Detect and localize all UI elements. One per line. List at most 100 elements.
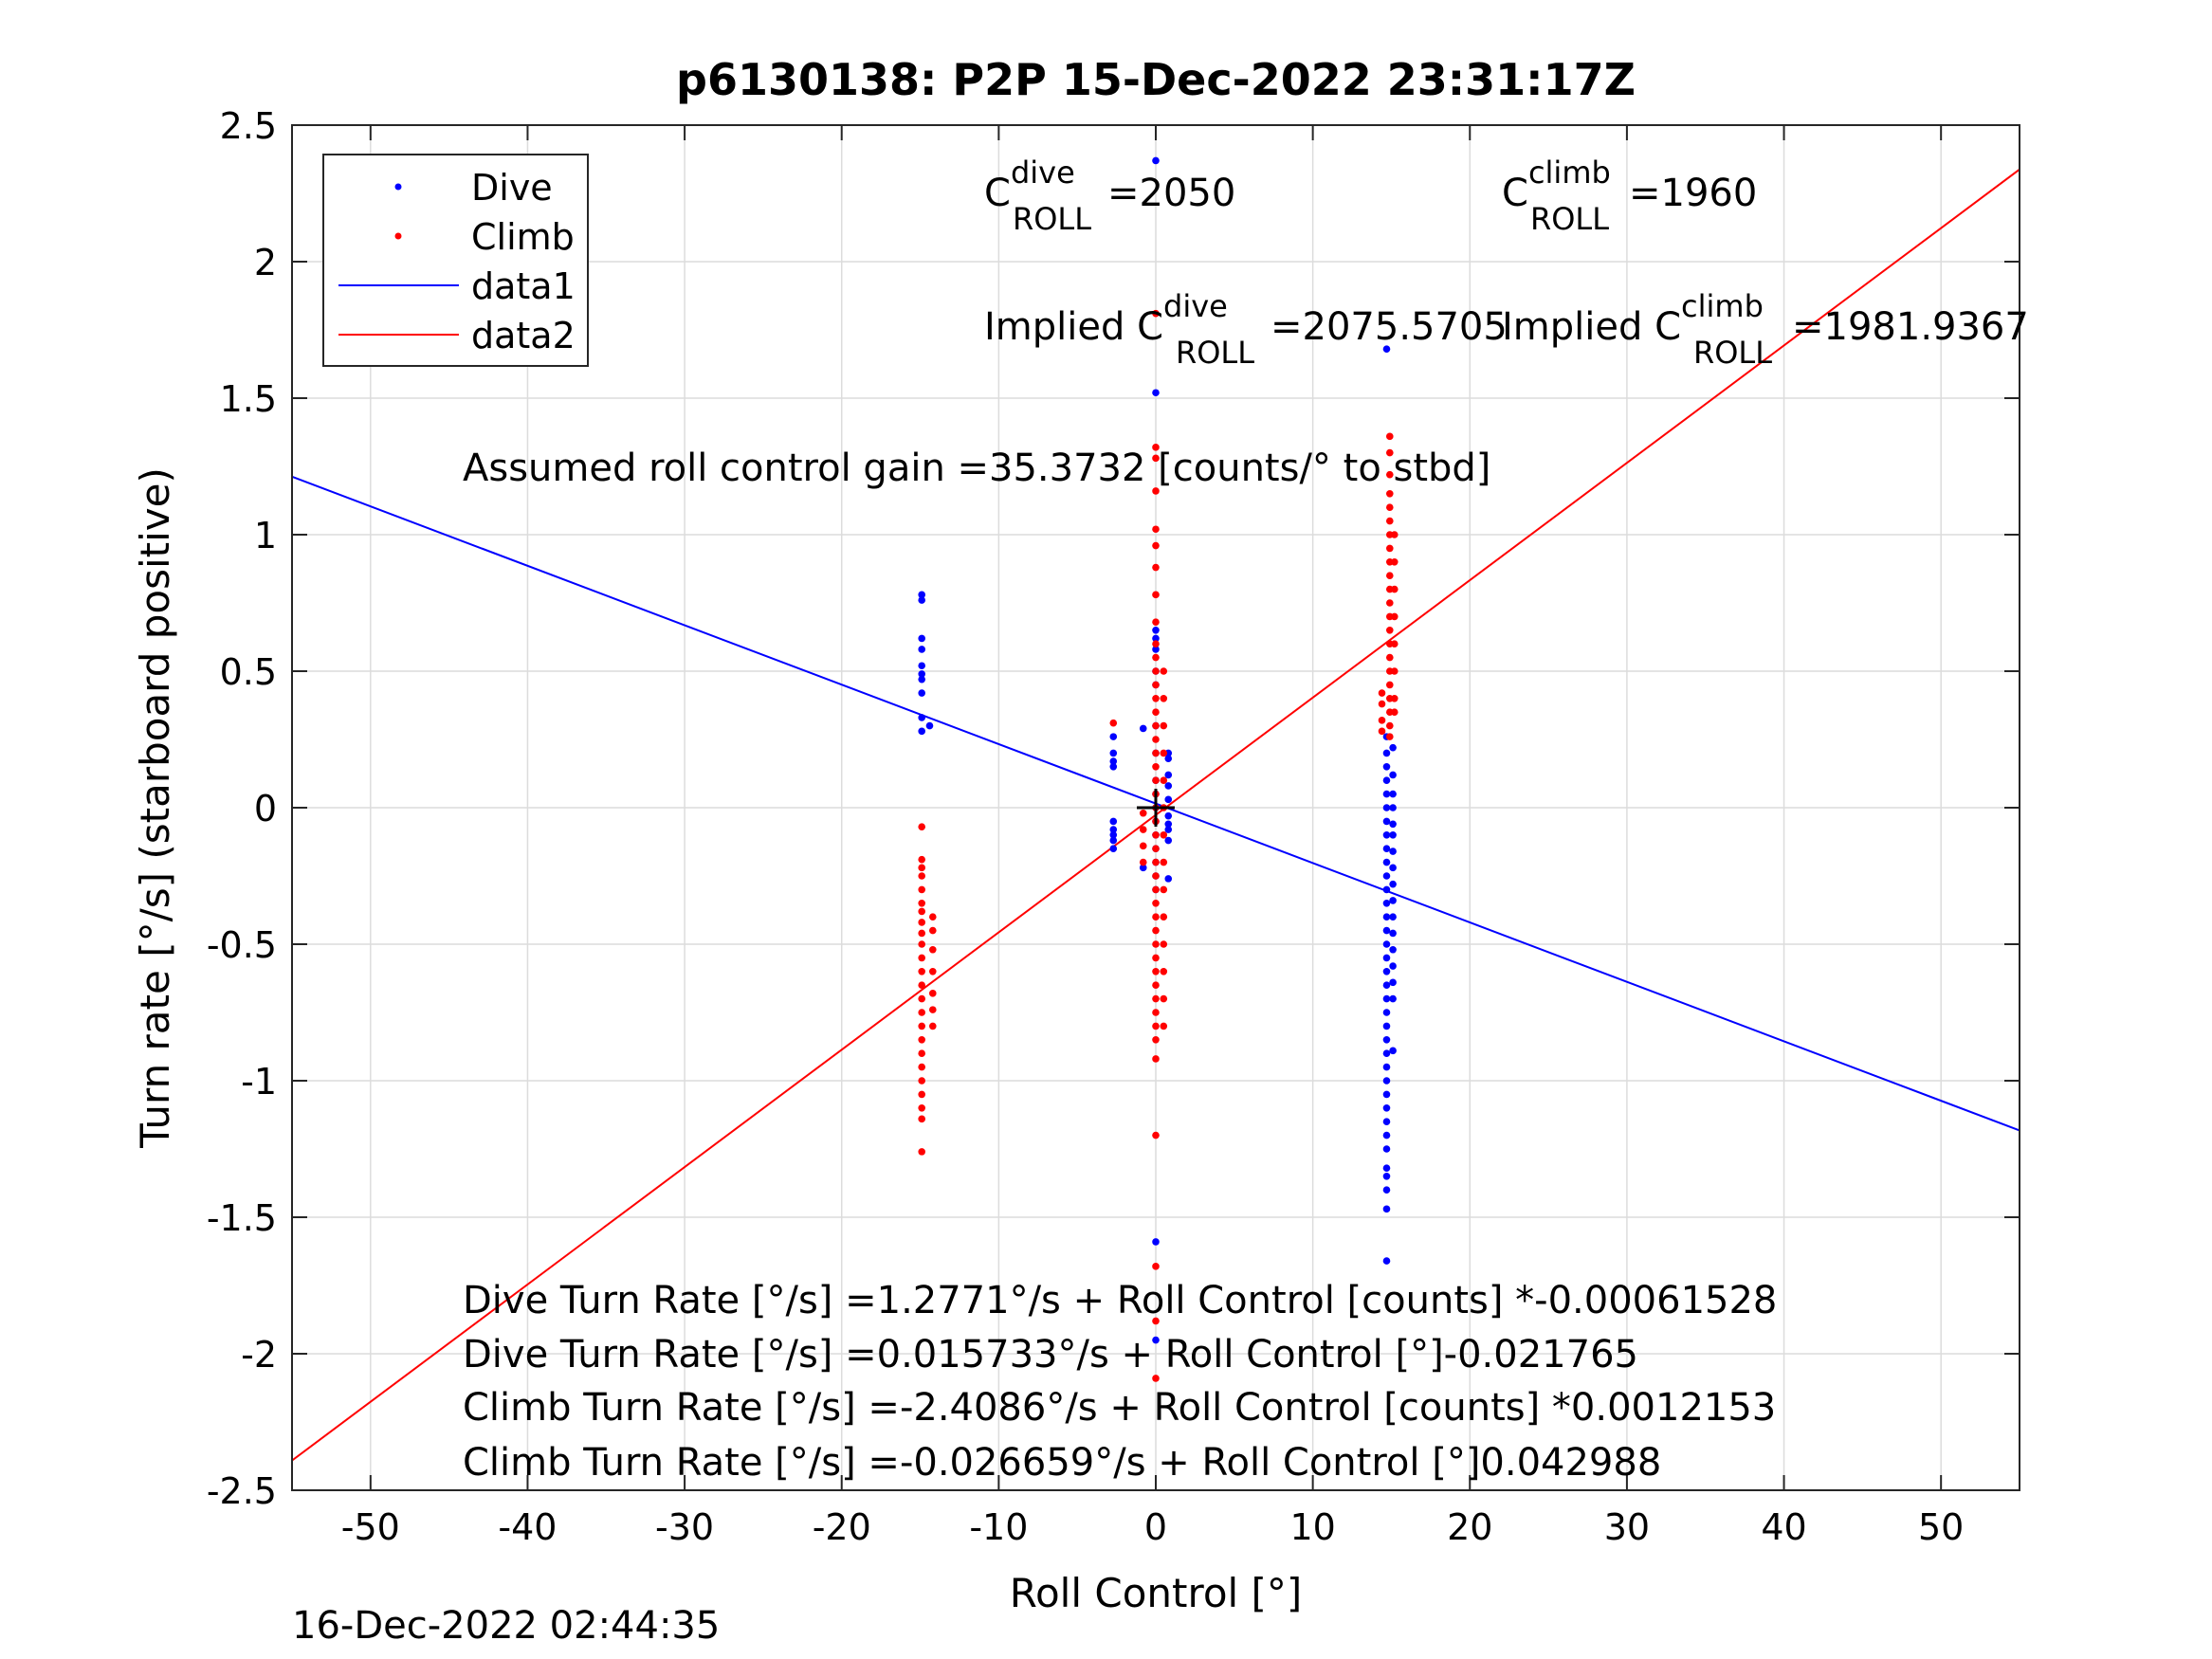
- dive-point: [1164, 826, 1173, 833]
- climb-point: [1385, 503, 1394, 511]
- climb-point: [1378, 727, 1386, 736]
- c-roll-climb-value: =1960: [1629, 172, 1757, 215]
- dive-point: [1382, 776, 1391, 784]
- dive-point: [918, 675, 926, 684]
- climb-point: [918, 900, 926, 907]
- dive-point: [1382, 1186, 1391, 1194]
- implied-dive-value: =2075.5705: [1271, 305, 1508, 349]
- climb-point: [1139, 858, 1147, 866]
- dive-point: [1152, 156, 1160, 165]
- dive-point: [1389, 945, 1397, 954]
- y-tick-label: 2: [254, 242, 277, 283]
- dive-point: [1382, 1036, 1391, 1044]
- x-tick-label: 0: [1144, 1506, 1167, 1548]
- dive-point: [1382, 858, 1391, 866]
- climb-point: [1152, 618, 1160, 626]
- climb-point: [1160, 1022, 1168, 1030]
- legend-dive-marker: [394, 183, 402, 191]
- legend-dive-label: Dive: [471, 167, 553, 209]
- dive-point: [1389, 848, 1397, 855]
- climb-point: [918, 1036, 926, 1044]
- climb-point: [1385, 733, 1394, 740]
- climb-point: [918, 1063, 926, 1071]
- equation-line-2: Dive Turn Rate [°/s] =0.015733°/s + Roll…: [463, 1333, 1638, 1376]
- dive-point: [1389, 962, 1397, 970]
- legend: Dive Climb data1 data2: [322, 154, 589, 367]
- climb-point: [918, 1022, 926, 1030]
- climb-point: [918, 1077, 926, 1085]
- climb-point: [1390, 612, 1398, 621]
- climb-point: [1385, 653, 1394, 662]
- dive-point: [1389, 913, 1397, 921]
- implied-climb-sub: ROLL: [1693, 335, 1772, 371]
- climb-point: [1152, 1055, 1160, 1063]
- x-tick-label: 30: [1604, 1506, 1650, 1548]
- climb-point: [918, 855, 926, 864]
- y-tick-label: -0.5: [207, 924, 277, 966]
- dive-point: [1152, 1336, 1160, 1344]
- climb-point: [1385, 432, 1394, 441]
- c-roll-dive-sub: ROLL: [1013, 201, 1091, 237]
- climb-point: [928, 945, 937, 954]
- dive-point: [925, 721, 934, 730]
- dive-point: [1164, 820, 1173, 829]
- climb-point: [1160, 858, 1168, 866]
- climb-point: [1390, 640, 1398, 647]
- climb-point: [1139, 842, 1147, 850]
- climb-point: [1152, 776, 1160, 784]
- climb-point: [1378, 700, 1386, 708]
- c-roll-climb-annotation: Cclimb ROLL =1960: [1502, 155, 1757, 237]
- dive-point: [1382, 1257, 1391, 1265]
- dive-point: [1389, 897, 1397, 904]
- climb-point: [918, 981, 926, 989]
- climb-point: [928, 990, 937, 997]
- climb-point: [1152, 525, 1160, 534]
- climb-point: [1160, 885, 1168, 894]
- dive-point: [1164, 795, 1173, 804]
- climb-point: [1160, 913, 1168, 921]
- legend-data1-label: data1: [471, 265, 576, 307]
- dive-point: [1382, 1164, 1391, 1172]
- y-tick-label: -1.5: [207, 1197, 277, 1239]
- climb-point: [1160, 776, 1168, 784]
- climb-point: [928, 968, 937, 975]
- implied-dive-sub: ROLL: [1176, 335, 1254, 371]
- climb-point: [1152, 1131, 1160, 1139]
- dive-point: [918, 662, 926, 670]
- dive-point: [1382, 1145, 1391, 1153]
- climb-point: [1385, 599, 1394, 607]
- dive-point: [1109, 733, 1118, 740]
- dive-point: [1382, 831, 1391, 839]
- dive-point: [1382, 1063, 1391, 1071]
- climb-point: [1378, 689, 1386, 697]
- y-tick-label: 0: [254, 788, 277, 830]
- dive-point: [1152, 389, 1160, 397]
- x-tick-label: 50: [1918, 1506, 1964, 1548]
- dive-point: [1382, 1104, 1391, 1112]
- climb-point: [1152, 444, 1160, 451]
- dive-point: [1389, 929, 1397, 938]
- c-roll-dive-value: =2050: [1107, 172, 1235, 215]
- climb-point: [1385, 544, 1394, 553]
- x-tick-label: -10: [969, 1506, 1028, 1548]
- climb-point: [918, 968, 926, 975]
- dive-point: [1382, 1022, 1391, 1030]
- dive-point: [1382, 1205, 1391, 1213]
- climb-point: [918, 872, 926, 880]
- dive-point: [1382, 1090, 1391, 1099]
- dive-point: [1109, 763, 1118, 771]
- dive-point: [1389, 790, 1397, 798]
- dive-point: [1389, 771, 1397, 779]
- legend-climb-label: Climb: [471, 216, 575, 258]
- climb-point: [1139, 809, 1147, 817]
- dive-point: [1382, 981, 1391, 989]
- dive-point: [1152, 1238, 1160, 1246]
- climb-point: [1385, 721, 1394, 730]
- dive-point: [1382, 926, 1391, 935]
- y-tick-label: -2: [241, 1334, 277, 1376]
- climb-point: [1152, 708, 1160, 716]
- implied-climb-base: Implied C: [1502, 305, 1681, 349]
- climb-point: [1152, 653, 1160, 662]
- climb-point: [918, 885, 926, 894]
- dive-point: [1382, 763, 1391, 771]
